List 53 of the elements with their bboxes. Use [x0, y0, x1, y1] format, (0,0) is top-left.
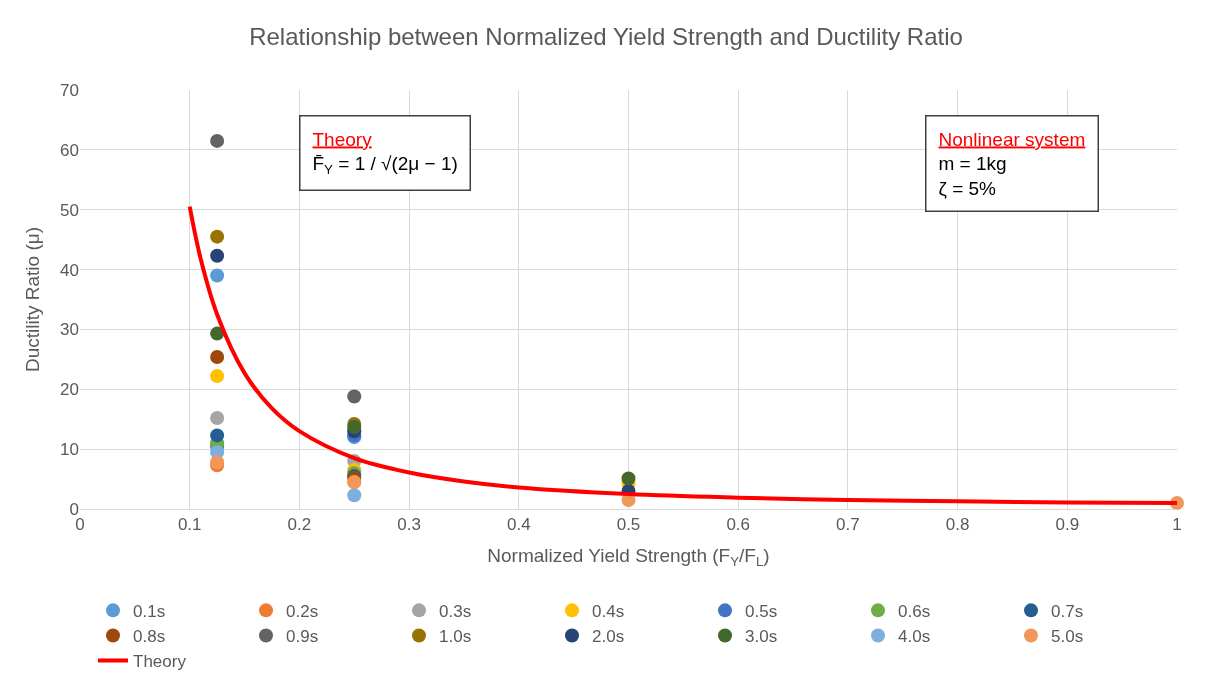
x-tick-label: 0.7 — [836, 515, 860, 535]
point — [210, 411, 225, 426]
x-axis-title: Normalized Yield Strength (F$_{Y}$/F$_{L}$) — [487, 545, 770, 570]
x-tick-label: 0.3 — [397, 515, 421, 535]
annotation: ζ = 5% — [938, 177, 997, 199]
point — [210, 268, 225, 283]
legend-label: Theory — [133, 652, 187, 672]
y-tick-label: 30 — [60, 320, 79, 340]
legend-label: 0.5s — [745, 601, 778, 621]
y-tick-label: 20 — [60, 380, 79, 400]
x-tick-label: 0.6 — [726, 515, 751, 535]
y-tick-label: 10 — [60, 440, 79, 460]
point — [347, 389, 362, 404]
point — [210, 326, 225, 341]
y-tick-label: 70 — [60, 80, 79, 100]
point — [347, 488, 362, 503]
x-tick-label: 0.2 — [287, 515, 312, 535]
legend-label: 0.4s — [592, 601, 625, 621]
point — [210, 248, 225, 263]
point — [210, 133, 225, 148]
legend-label: 5.0s — [1051, 627, 1084, 647]
annotation: F̄$_{Y}$ = 1 / √(2μ − 1) — [312, 153, 458, 178]
x-tick-label: 0.8 — [945, 515, 970, 535]
legend-label: 0.6s — [898, 601, 931, 621]
point — [210, 229, 225, 244]
y-tick-label: 60 — [60, 140, 79, 160]
legend-label: 0.1s — [133, 601, 166, 621]
y-tick-label: 50 — [60, 200, 79, 220]
legend-label: 0.8s — [133, 627, 166, 647]
x-tick-label: 0.1 — [177, 515, 202, 535]
legend-label: 0.2s — [286, 601, 319, 621]
y-tick-label: 40 — [60, 260, 79, 280]
x-tick-label: 1 — [1172, 515, 1182, 535]
point — [210, 349, 225, 364]
annotation: m = 1kg — [938, 153, 1007, 175]
legend-label: 2.0s — [592, 627, 625, 647]
legend-label: 4.0s — [898, 627, 931, 647]
y-tick-label: 0 — [69, 499, 79, 519]
x-tick-label: 0.9 — [1055, 515, 1080, 535]
chart-title: Relationship between Normalized Yield Strength and Ductility Ratio — [249, 22, 963, 50]
x-tick-label: 0.5 — [616, 515, 641, 535]
legend-label: 0.3s — [439, 601, 472, 621]
point — [210, 428, 225, 443]
legend-label: 0.9s — [286, 627, 319, 647]
legend-label: 1.0s — [439, 627, 472, 647]
point — [210, 369, 225, 384]
y-axis-title: Ductility Ratio (μ) — [21, 226, 43, 373]
legend-label: 3.0s — [745, 627, 778, 647]
annotation: Theory — [312, 128, 373, 150]
annotation: Nonlinear system — [938, 128, 1086, 150]
x-tick-label: 0.4 — [506, 515, 531, 535]
point — [621, 471, 636, 486]
legend-label: 0.7s — [1051, 601, 1084, 621]
